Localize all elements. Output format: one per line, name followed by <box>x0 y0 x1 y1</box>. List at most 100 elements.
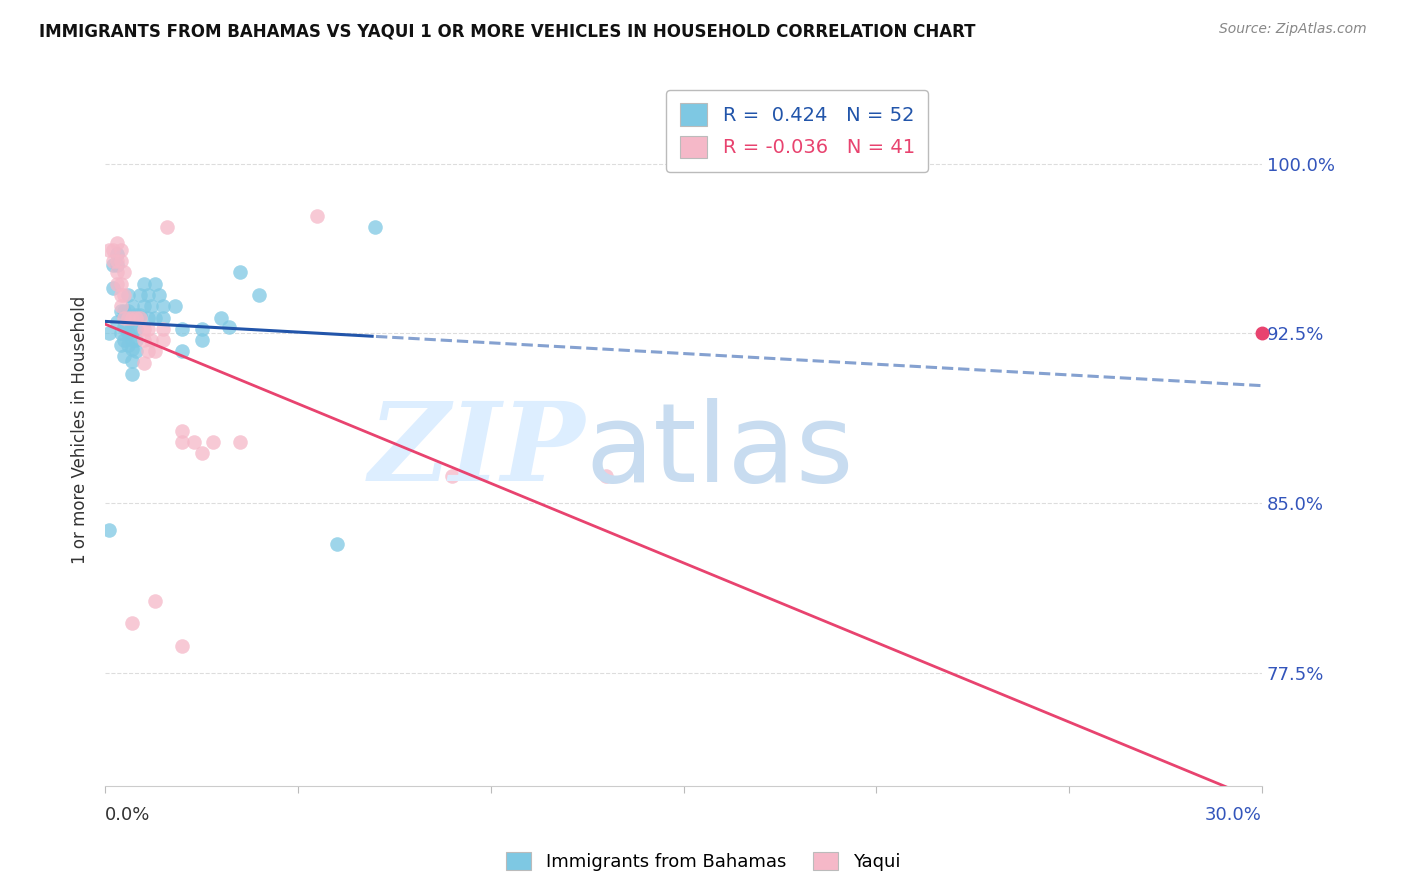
Point <box>163 299 186 313</box>
Point <box>152 322 174 336</box>
Text: Source: ZipAtlas.com: Source: ZipAtlas.com <box>1219 22 1367 37</box>
Point <box>117 326 139 341</box>
Point <box>121 353 143 368</box>
Legend: Immigrants from Bahamas, Yaqui: Immigrants from Bahamas, Yaqui <box>499 845 907 879</box>
Point <box>114 349 136 363</box>
Point <box>110 337 132 351</box>
Point <box>229 265 252 279</box>
Point <box>101 281 124 295</box>
Point <box>114 303 136 318</box>
Point <box>156 219 179 234</box>
Legend: R =  0.424   N = 52, R = -0.036   N = 41: R = 0.424 N = 52, R = -0.036 N = 41 <box>666 90 928 171</box>
Point <box>105 277 128 291</box>
Point <box>307 209 329 223</box>
Point <box>183 435 205 450</box>
Point <box>136 288 159 302</box>
Point <box>114 333 136 347</box>
Point <box>132 277 155 291</box>
Point <box>110 326 132 341</box>
Text: ZIP: ZIP <box>368 397 585 505</box>
Point <box>114 288 136 302</box>
Point <box>143 593 166 607</box>
Point <box>98 524 121 538</box>
Point <box>132 356 155 370</box>
Point <box>190 446 212 460</box>
Point <box>129 308 152 322</box>
Point <box>136 344 159 359</box>
Point <box>152 333 174 347</box>
Point <box>209 310 232 325</box>
Point <box>121 310 143 325</box>
Point <box>117 337 139 351</box>
Point <box>125 333 148 347</box>
Point <box>152 299 174 313</box>
Point <box>218 319 240 334</box>
Point <box>121 367 143 381</box>
Point <box>121 319 143 334</box>
Point <box>105 259 128 273</box>
Text: 0.0%: 0.0% <box>105 806 150 824</box>
Point <box>143 344 166 359</box>
Point <box>98 326 121 341</box>
Point <box>121 343 143 357</box>
Point <box>121 616 143 631</box>
Text: atlas: atlas <box>585 398 853 505</box>
Point <box>143 277 166 291</box>
Point <box>110 288 132 302</box>
Point <box>249 288 271 302</box>
Point <box>136 322 159 336</box>
Point <box>110 243 132 257</box>
Point <box>148 288 170 302</box>
Point <box>364 219 387 234</box>
Point <box>114 310 136 325</box>
Point <box>172 322 194 336</box>
Point <box>114 265 136 279</box>
Point <box>125 308 148 322</box>
Point <box>105 247 128 261</box>
Point <box>172 639 194 653</box>
Point <box>121 333 143 347</box>
Point <box>110 303 132 318</box>
Point <box>132 333 155 347</box>
Point <box>105 235 128 250</box>
Point <box>101 243 124 257</box>
Point <box>98 243 121 257</box>
Point <box>595 469 617 483</box>
Point <box>129 288 152 302</box>
Point <box>325 537 347 551</box>
Point <box>114 319 136 334</box>
Point <box>105 254 128 268</box>
Point <box>105 265 128 279</box>
Point <box>117 310 139 325</box>
Point <box>441 469 464 483</box>
Point <box>141 333 163 347</box>
Point <box>125 344 148 359</box>
Point <box>117 288 139 302</box>
Point <box>202 435 225 450</box>
Point <box>101 254 124 268</box>
Point <box>143 310 166 325</box>
Point <box>190 333 212 347</box>
Point <box>125 310 148 325</box>
Point <box>141 299 163 313</box>
Point <box>125 322 148 336</box>
Point <box>229 435 252 450</box>
Point <box>121 299 143 313</box>
Point <box>110 277 132 291</box>
Point <box>132 299 155 313</box>
Point <box>105 315 128 329</box>
Point <box>101 259 124 273</box>
Text: IMMIGRANTS FROM BAHAMAS VS YAQUI 1 OR MORE VEHICLES IN HOUSEHOLD CORRELATION CHA: IMMIGRANTS FROM BAHAMAS VS YAQUI 1 OR MO… <box>39 22 976 40</box>
Point <box>172 424 194 438</box>
Point <box>117 315 139 329</box>
Point <box>172 344 194 359</box>
Point <box>172 435 194 450</box>
Point <box>152 310 174 325</box>
Point <box>136 310 159 325</box>
Point <box>132 322 155 336</box>
Point <box>110 299 132 313</box>
Y-axis label: 1 or more Vehicles in Household: 1 or more Vehicles in Household <box>72 295 89 564</box>
Point <box>110 254 132 268</box>
Point <box>129 310 152 325</box>
Point <box>117 303 139 318</box>
